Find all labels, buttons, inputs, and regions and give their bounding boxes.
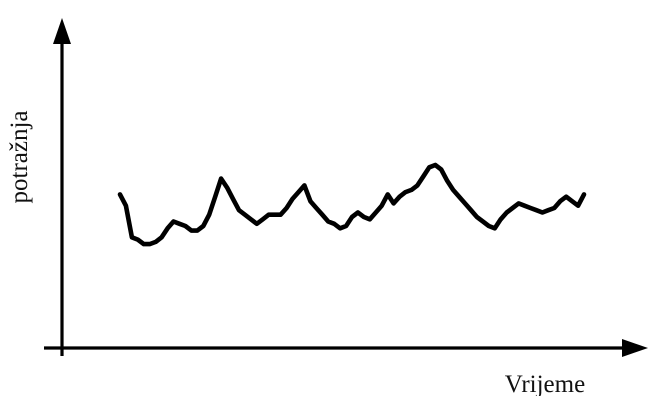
x-axis-label: Vrijeme [505, 371, 585, 396]
demand-series-line [117, 162, 587, 247]
y-axis-arrow-icon [53, 18, 71, 44]
y-axis-label: potražnja [6, 110, 33, 203]
x-axis-arrow-icon [622, 339, 648, 357]
